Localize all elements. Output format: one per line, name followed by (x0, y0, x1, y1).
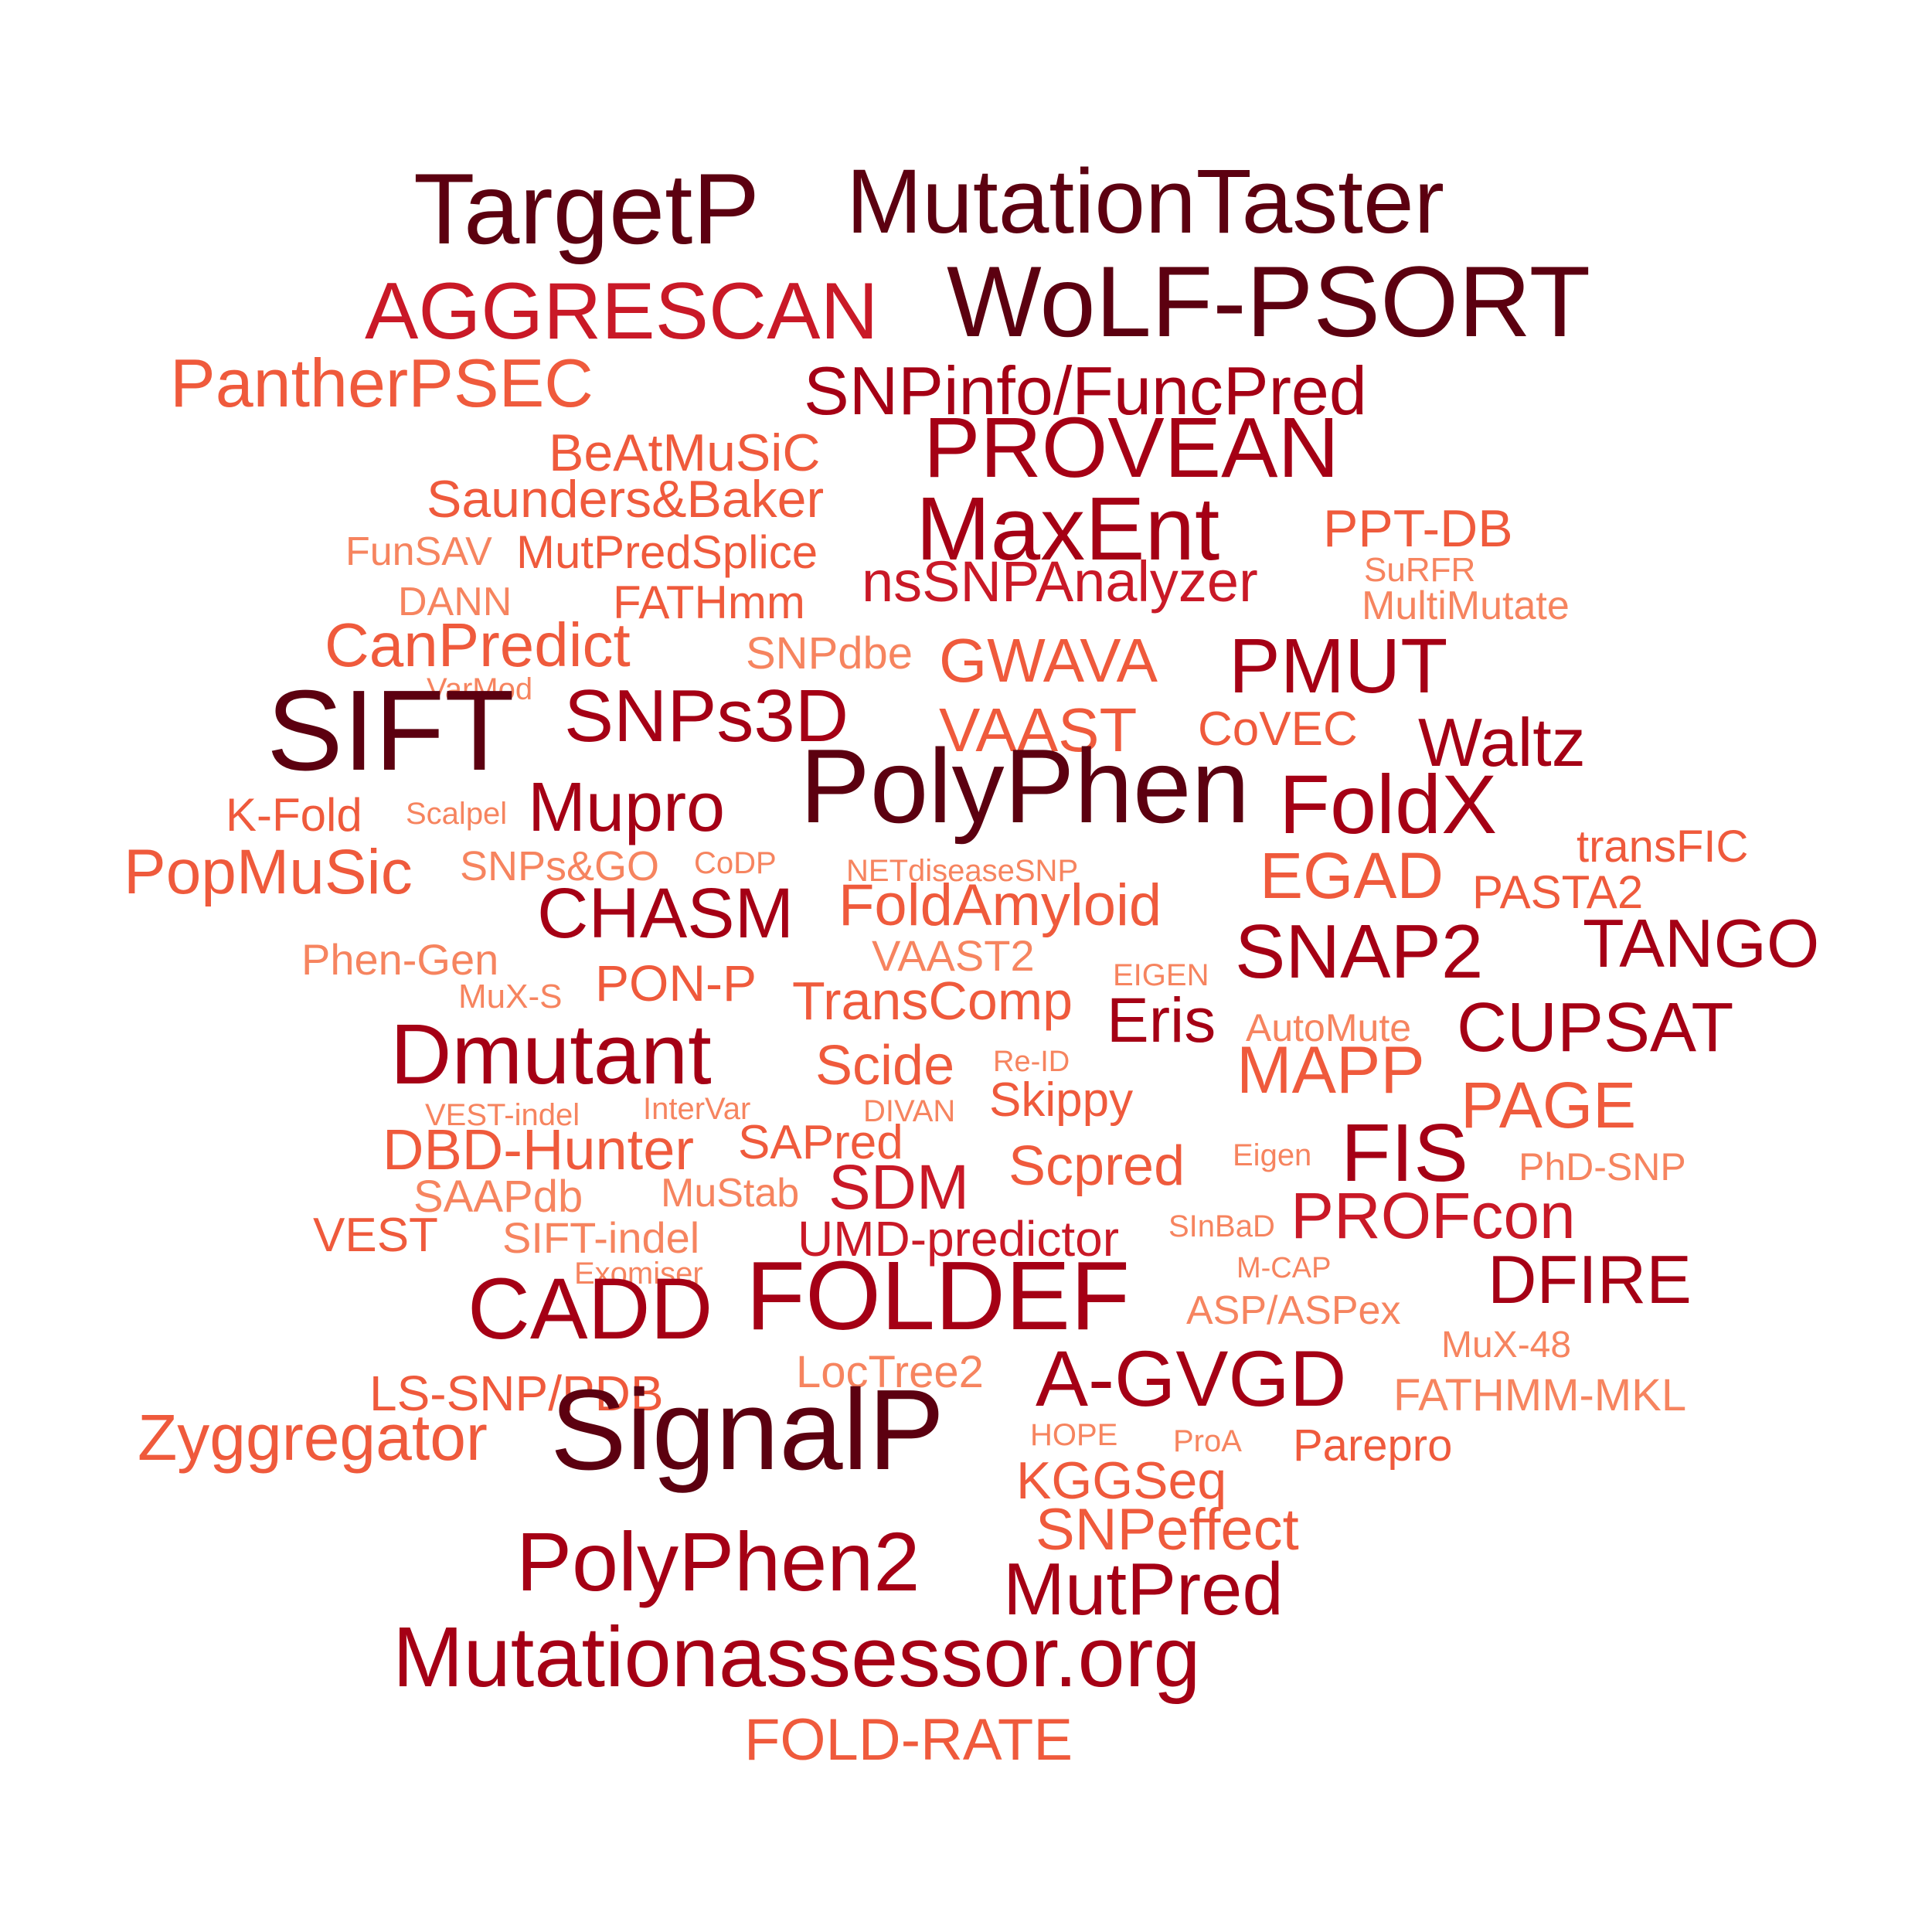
cloud-word: Saunders&Baker (427, 470, 825, 529)
cloud-word: SAAPdb (413, 1172, 583, 1222)
cloud-word: VAAST (939, 696, 1138, 764)
cloud-word: AGGRESCAN (365, 267, 879, 356)
cloud-word: SNPs&GO (460, 843, 660, 889)
cloud-word: MaxEnt (916, 478, 1220, 579)
cloud-word: PPT-DB (1323, 499, 1513, 558)
cloud-word: VEST-indel (425, 1098, 580, 1132)
cloud-word: MuStab (661, 1171, 800, 1216)
cloud-word: FATHMM-MKL (1393, 1370, 1687, 1420)
cloud-word: MutationTaster (846, 151, 1444, 253)
cloud-word: FATHmm (613, 577, 805, 628)
cloud-word: DFIRE (1488, 1241, 1692, 1318)
cloud-word: ProA (1173, 1424, 1242, 1458)
cloud-word: UMD-predictor (798, 1211, 1120, 1267)
cloud-word: FOLD-RATE (744, 1707, 1073, 1773)
cloud-word: SDM (828, 1152, 970, 1223)
cloud-word: CUPSAT (1457, 989, 1734, 1066)
cloud-word: Re-ID (993, 1046, 1070, 1078)
cloud-word: FIS (1341, 1107, 1468, 1199)
cloud-word: SIFT (267, 667, 515, 794)
cloud-word: LocTree2 (796, 1347, 984, 1397)
cloud-word: DIVAN (863, 1094, 956, 1128)
cloud-word: Scalpel (406, 797, 508, 831)
cloud-word: Phen-Gen (301, 935, 499, 984)
cloud-word: Mutationassessor.org (393, 1610, 1201, 1705)
cloud-word: M-CAP (1236, 1252, 1332, 1284)
cloud-word: InterVar (643, 1092, 751, 1126)
cloud-word: DANN (398, 580, 512, 624)
cloud-word: transFIC (1577, 821, 1749, 872)
cloud-word: HOPE (1030, 1418, 1118, 1452)
cloud-word: PopMuSic (124, 837, 413, 907)
cloud-word: nsSNPAnalyzer (862, 549, 1258, 614)
cloud-word: FunSAV (345, 529, 492, 574)
cloud-word: FoldX (1279, 757, 1498, 851)
cloud-word: CoDP (694, 846, 777, 880)
cloud-word: VarMod (427, 672, 533, 706)
cloud-word: MutPredSplice (516, 526, 818, 578)
cloud-word: Exomiser (574, 1257, 703, 1291)
cloud-word: SNPinfo/FuncPred (804, 352, 1367, 429)
cloud-word: Mupro (528, 769, 726, 846)
cloud-word: TransComp (792, 971, 1073, 1031)
cloud-word: PROVEAN (923, 400, 1339, 495)
cloud-word: KGGSeq (1016, 1451, 1227, 1510)
cloud-word: SNPs3D (564, 675, 849, 757)
cloud-word: MultiMutate (1362, 583, 1570, 628)
cloud-word: MutPred (1003, 1548, 1284, 1631)
cloud-word: Zyggregator (138, 1401, 488, 1474)
cloud-word: PMUT (1229, 623, 1448, 709)
cloud-word: SuRFR (1364, 551, 1476, 589)
cloud-word: CanPredict (325, 611, 631, 679)
cloud-word: PON-P (595, 954, 757, 1012)
cloud-word: FoldAmyloid (838, 872, 1162, 938)
cloud-word: SNPdbe (746, 628, 913, 679)
cloud-word: PantherPSEC (170, 345, 594, 421)
cloud-word: TANGO (1583, 905, 1820, 981)
cloud-word: K-Fold (226, 789, 362, 841)
cloud-word: PAGE (1461, 1069, 1637, 1141)
cloud-word: NETdiseaseSNP (846, 854, 1079, 888)
cloud-word: CoVEC (1198, 702, 1358, 756)
cloud-word: PhD-SNP (1519, 1145, 1686, 1189)
cloud-word: BeAtMuSiC (549, 423, 821, 482)
cloud-word: SInBaD (1168, 1209, 1275, 1243)
cloud-word: A-GVGD (1036, 1335, 1347, 1423)
cloud-word: LS-SNP/PDB (369, 1366, 664, 1421)
cloud-word: PolyPhen (800, 727, 1250, 845)
cloud-word: EGAD (1260, 839, 1444, 912)
cloud-word: WoLF-PSORT (947, 245, 1591, 358)
cloud-word: SIFT-indel (502, 1213, 700, 1262)
cloud-word: SNPeffect (1036, 1497, 1299, 1563)
cloud-word: SNAP2 (1235, 909, 1484, 994)
cloud-word: CHASM (537, 874, 794, 953)
cloud-word: Skippy (989, 1073, 1134, 1127)
cloud-word: Eris (1107, 985, 1216, 1056)
cloud-word: MAPP (1236, 1033, 1425, 1107)
cloud-word: EIGEN (1113, 958, 1209, 992)
cloud-word: PROFcon (1291, 1179, 1576, 1252)
cloud-word: DBD-Hunter (383, 1117, 694, 1182)
cloud-word: GWAVA (939, 626, 1158, 695)
cloud-word: Scide (815, 1035, 955, 1097)
cloud-word: FOLDEF (746, 1241, 1131, 1350)
cloud-word: VAAST2 (872, 931, 1035, 980)
cloud-word: PolyPhen2 (516, 1515, 920, 1608)
cloud-word: AutoMute (1246, 1006, 1412, 1049)
cloud-word: ASP/ASPex (1186, 1288, 1401, 1333)
cloud-word: CADD (468, 1260, 713, 1357)
cloud-word: Dmutant (390, 1007, 712, 1102)
cloud-word: Waltz (1418, 704, 1586, 781)
cloud-word: Scpred (1009, 1135, 1185, 1197)
cloud-word: SAPred (738, 1116, 903, 1169)
cloud-word: Parepro (1293, 1420, 1453, 1471)
cloud-word: TargetP (413, 152, 760, 265)
cloud-word: MuX-48 (1441, 1325, 1572, 1366)
cloud-word: SignalP (550, 1366, 945, 1494)
cloud-word: PASTA2 (1472, 866, 1644, 918)
cloud-word: Eigen (1233, 1138, 1312, 1172)
cloud-word: VEST (313, 1209, 438, 1262)
cloud-word: MuX-S (458, 978, 563, 1015)
